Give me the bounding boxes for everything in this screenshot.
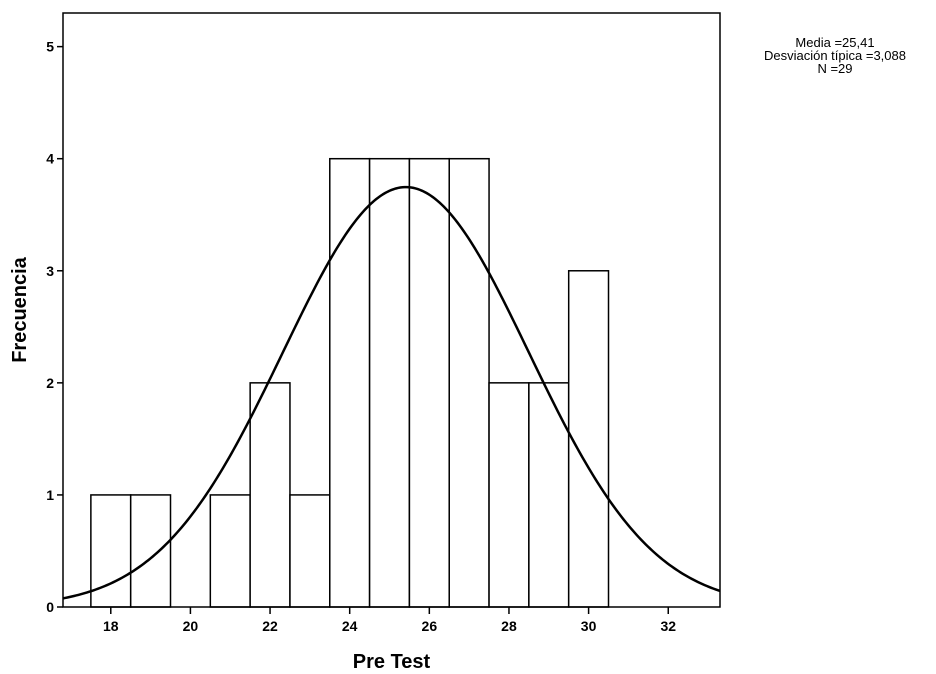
histogram-bar-28 <box>488 382 530 608</box>
plot-frame <box>62 12 721 608</box>
stats-std-dev: Desviación típica =3,088 <box>763 48 906 63</box>
y-tick-label: 5 <box>46 39 54 55</box>
y-axis: 0 1 2 3 4 5 <box>46 39 63 615</box>
histogram-bar-30 <box>567 270 610 608</box>
y-tick-label: 2 <box>46 375 54 391</box>
x-tick-label: 26 <box>422 618 438 634</box>
stats-n: N =29 <box>817 61 853 76</box>
x-tick-label: 28 <box>501 618 517 634</box>
histogram-bar-25 <box>368 157 411 608</box>
y-tick-label: 3 <box>46 263 54 279</box>
x-tick-label: 20 <box>183 618 199 634</box>
stats-mean: Media =25,41 <box>795 35 875 50</box>
x-tick-label: 32 <box>660 618 676 634</box>
x-tick-label: 22 <box>262 618 278 634</box>
histogram-bar-29 <box>528 382 570 608</box>
normal-curve <box>62 185 721 600</box>
histogram-bar-21 <box>209 494 251 608</box>
x-axis: 18 20 22 24 26 28 30 32 <box>103 607 676 634</box>
histogram-bar-19 <box>129 494 172 608</box>
x-axis-title: Pre Test <box>353 651 431 673</box>
y-tick-label: 0 <box>46 599 54 615</box>
y-tick-label: 4 <box>46 151 54 167</box>
histogram-bar-26 <box>408 157 450 608</box>
histogram-bar-24 <box>329 157 371 608</box>
y-tick-label: 1 <box>46 487 54 503</box>
histogram-bar-27 <box>448 157 490 608</box>
histogram-bars <box>90 157 610 608</box>
histogram-bar-23 <box>289 494 331 608</box>
x-tick-label: 30 <box>581 618 597 634</box>
stats-legend: Media =25,41 Desviación típica =3,088 N … <box>735 36 935 75</box>
x-tick-label: 18 <box>103 618 119 634</box>
y-axis-title: Frecuencia <box>9 256 31 362</box>
histogram-bar-22 <box>249 382 291 608</box>
x-tick-label: 24 <box>342 618 358 634</box>
